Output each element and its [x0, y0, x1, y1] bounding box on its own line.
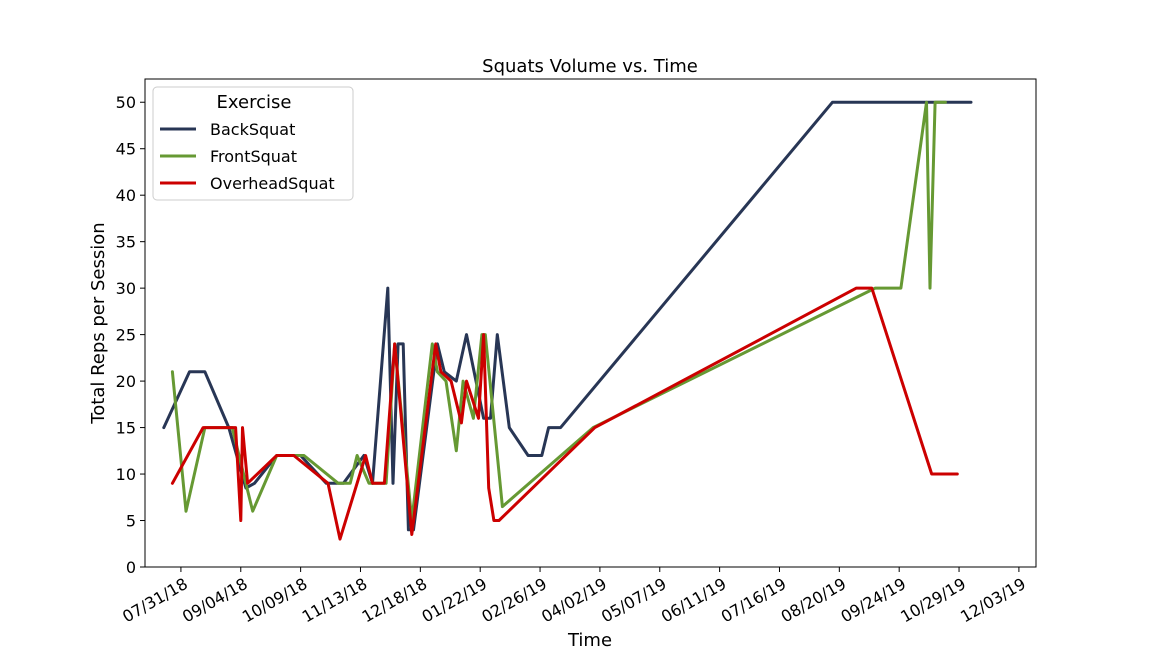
y-axis: 0 5 10 15 20 25 30 35 40 45 50 [116, 93, 145, 577]
x-tick-label: 09/04/18 [179, 574, 251, 626]
x-tick-label: 09/24/19 [837, 574, 909, 626]
x-tick-label: 11/13/18 [299, 574, 371, 626]
legend-label-frontsquat: FrontSquat [210, 147, 297, 166]
legend-label-backsquat: BackSquat [210, 120, 295, 139]
y-tick-label: 0 [126, 558, 136, 577]
legend-items: BackSquat FrontSquat OverheadSquat [160, 120, 335, 193]
legend: Exercise BackSquat FrontSquat OverheadSqua… [152, 86, 354, 201]
plot-area [144, 78, 1037, 568]
plot-frame [144, 78, 1037, 568]
x-tick-label: 10/09/18 [239, 574, 311, 626]
legend-box [152, 86, 354, 201]
legend-title: Exercise [217, 92, 292, 113]
x-axis: 07/31/1809/04/1810/09/1811/13/1812/18/18… [119, 567, 1029, 626]
y-tick-label: 20 [116, 372, 136, 391]
x-tick-label: 07/31/18 [119, 574, 191, 626]
y-tick-label: 5 [126, 512, 136, 531]
y-tick-label: 35 [116, 233, 136, 252]
x-tick-label: 07/16/19 [718, 574, 790, 626]
legend-label-overheadsquat: OverheadSquat [210, 174, 335, 193]
x-tick-label: 05/07/19 [598, 574, 670, 626]
x-axis-label: Time [567, 630, 612, 648]
y-tick-label: 40 [116, 186, 136, 205]
y-axis-label: Total Reps per Session [88, 222, 109, 424]
x-tick-label: 01/22/19 [418, 574, 490, 626]
y-tick-label: 15 [116, 419, 136, 438]
chart-title: Squats Volume vs. Time [482, 56, 698, 77]
y-tick-label: 45 [116, 140, 136, 159]
y-tick-label: 10 [116, 465, 136, 484]
series-line-backsquat [162, 100, 973, 532]
y-tick-label: 25 [116, 326, 136, 345]
series-line-overheadsquat [170, 286, 959, 541]
x-tick-label: 02/26/19 [478, 574, 550, 626]
x-tick-label: 04/02/19 [538, 574, 610, 626]
y-tick-label: 30 [116, 279, 136, 298]
y-tick-label: 50 [116, 93, 136, 112]
x-tick-label: 08/20/19 [778, 574, 850, 626]
x-tick-label: 10/29/19 [897, 574, 969, 626]
x-tick-label: 12/03/19 [957, 574, 1029, 626]
x-tick-label: 06/11/19 [658, 574, 730, 626]
x-tick-label: 12/18/18 [359, 574, 431, 626]
